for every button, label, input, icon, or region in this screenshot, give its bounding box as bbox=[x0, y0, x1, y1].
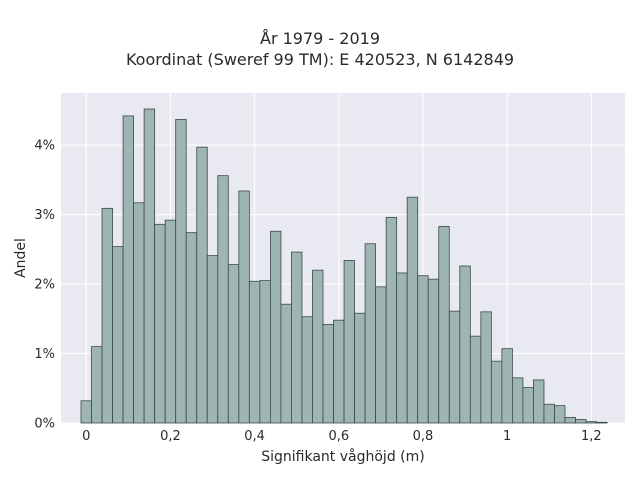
chart-title-line2: Koordinat (Sweref 99 TM): E 420523, N 61… bbox=[125, 50, 515, 69]
histogram-bar bbox=[112, 246, 124, 424]
histogram-bar bbox=[427, 278, 440, 424]
histogram-bar bbox=[312, 269, 324, 424]
x-tick-label: 0,4 bbox=[244, 429, 265, 444]
histogram-bar bbox=[80, 400, 92, 424]
histogram-bar bbox=[175, 119, 187, 424]
histogram-bar bbox=[564, 417, 576, 424]
histogram-bar bbox=[354, 312, 366, 424]
histogram-bar bbox=[248, 280, 261, 424]
y-tick-label: 3% bbox=[34, 208, 55, 223]
histogram-bar bbox=[501, 348, 513, 424]
histogram-bar bbox=[238, 190, 250, 424]
histogram-bar bbox=[596, 421, 608, 424]
histogram-bar bbox=[480, 311, 492, 424]
histogram-bar bbox=[375, 286, 387, 424]
histogram-bar bbox=[333, 319, 345, 424]
histogram-bar bbox=[91, 346, 103, 424]
histogram-bar bbox=[438, 225, 450, 424]
x-axis-ticks: 0 0,2 0,4 0,6 0,8 1 1,2 bbox=[82, 429, 602, 444]
histogram-bar bbox=[122, 115, 135, 424]
histogram-bar bbox=[206, 255, 219, 424]
histogram-bar bbox=[364, 243, 377, 424]
x-tick-label: 0 bbox=[82, 429, 90, 444]
histogram-bar bbox=[533, 379, 545, 424]
histogram-bar bbox=[154, 223, 166, 424]
histogram-bar bbox=[217, 175, 229, 424]
histogram-bar bbox=[575, 419, 587, 424]
histogram-bar bbox=[512, 377, 524, 424]
x-tick-label: 0,6 bbox=[328, 429, 349, 444]
histogram-bar bbox=[396, 272, 408, 424]
y-axis-ticks: 0% 1% 2% 3% 4% bbox=[34, 139, 55, 432]
histogram-bar bbox=[259, 280, 271, 424]
histogram-bar bbox=[417, 275, 429, 424]
histogram-bar bbox=[490, 360, 503, 424]
y-tick-label: 1% bbox=[34, 347, 55, 362]
histogram-bar bbox=[385, 216, 398, 424]
x-axis-label: Signifikant våghöjd (m) bbox=[261, 448, 424, 465]
histogram-bar bbox=[196, 146, 208, 424]
histogram-bar bbox=[143, 108, 156, 424]
histogram-bar bbox=[227, 264, 240, 424]
bars bbox=[80, 108, 608, 424]
histogram-bar bbox=[522, 387, 534, 424]
x-tick-label: 0,2 bbox=[160, 429, 181, 444]
histogram-bar bbox=[291, 251, 303, 424]
histogram-bar bbox=[543, 403, 555, 424]
chart-title-line1: År 1979 - 2019 bbox=[260, 29, 380, 48]
histogram-bar bbox=[459, 265, 471, 424]
x-tick-label: 0,8 bbox=[413, 429, 434, 444]
histogram-bar bbox=[322, 323, 334, 424]
histogram-bar bbox=[101, 207, 113, 424]
histogram-bar bbox=[133, 202, 145, 424]
histogram-bar bbox=[185, 232, 198, 424]
histogram-bar bbox=[280, 303, 292, 424]
y-tick-label: 2% bbox=[34, 278, 55, 293]
histogram-bar bbox=[406, 196, 419, 424]
histogram-bar bbox=[301, 316, 313, 424]
histogram-bar bbox=[164, 219, 177, 424]
x-tick-label: 1,2 bbox=[581, 429, 602, 444]
y-axis-label: Andel bbox=[13, 238, 29, 278]
y-tick-label: 4% bbox=[34, 139, 55, 154]
x-tick-label: 1 bbox=[503, 429, 511, 444]
histogram-bar bbox=[269, 230, 282, 424]
histogram-bar bbox=[448, 310, 461, 424]
histogram-bar bbox=[554, 405, 566, 424]
histogram-bar bbox=[343, 260, 355, 424]
histogram-bar bbox=[469, 335, 482, 424]
y-tick-label: 0% bbox=[34, 417, 55, 432]
histogram-bar bbox=[585, 421, 597, 424]
